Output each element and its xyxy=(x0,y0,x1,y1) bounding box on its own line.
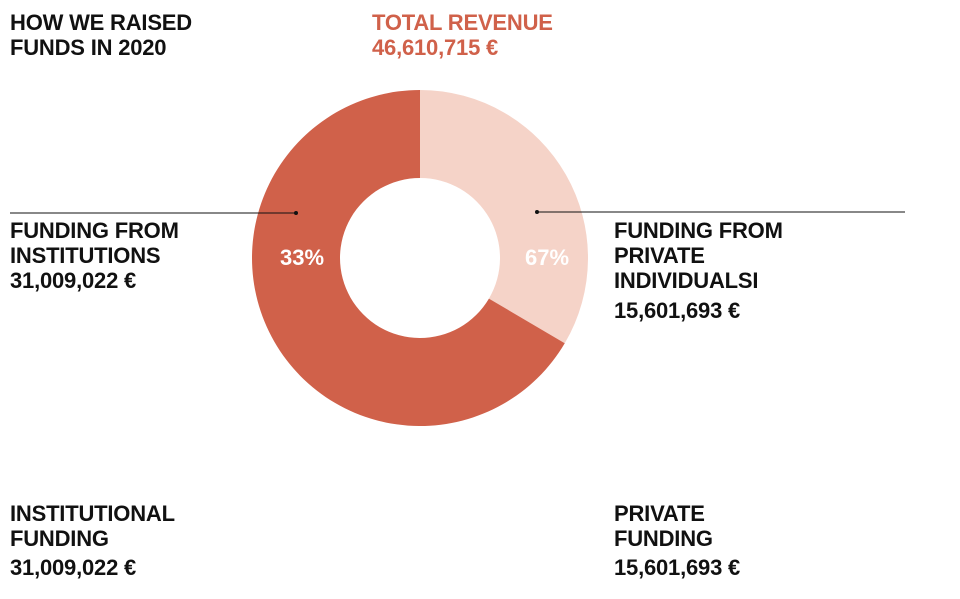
private-leader-dot xyxy=(535,210,539,214)
page-title: HOW WE RAISED FUNDS IN 2020 xyxy=(10,10,192,60)
private-callout-line-1: FUNDING FROM xyxy=(614,218,783,243)
private-callout-line-2: PRIVATE xyxy=(614,243,705,268)
private-callout: FUNDING FROM PRIVATE INDIVIDUALSI 15,601… xyxy=(614,218,783,323)
private-funding-summary: PRIVATE FUNDING 15,601,693 € xyxy=(614,501,740,580)
institutions-callout-line-2: INSTITUTIONS xyxy=(10,243,161,268)
institutional-funding-line-1: INSTITUTIONAL xyxy=(10,501,175,526)
total-revenue-label: TOTAL REVENUE xyxy=(372,10,553,35)
slice-label-private: 67% xyxy=(525,245,569,270)
private-callout-amount: 15,601,693 € xyxy=(614,298,741,323)
private-callout-line-3: INDIVIDUALSI xyxy=(614,268,759,293)
institutional-funding-amount: 31,009,022 € xyxy=(10,555,137,580)
institutions-leader-dot xyxy=(294,211,298,215)
institutions-callout-amount: 31,009,022 € xyxy=(10,268,137,293)
institutions-callout-line-1: FUNDING FROM xyxy=(10,218,179,243)
total-revenue: TOTAL REVENUE 46,610,715 € xyxy=(372,10,553,60)
total-revenue-value: 46,610,715 € xyxy=(372,35,499,60)
institutional-funding-line-2: FUNDING xyxy=(10,526,109,551)
page-title-line-1: HOW WE RAISED xyxy=(10,10,192,35)
private-funding-line-2: FUNDING xyxy=(614,526,713,551)
donut-slice-institutions xyxy=(251,90,565,426)
donut-slice-private xyxy=(420,90,588,344)
private-funding-amount: 15,601,693 € xyxy=(614,555,741,580)
page-title-line-2: FUNDS IN 2020 xyxy=(10,35,167,60)
donut-slices xyxy=(251,90,588,426)
private-funding-line-1: PRIVATE xyxy=(614,501,705,526)
slice-label-institutions: 33% xyxy=(280,245,324,270)
institutional-funding-summary: INSTITUTIONAL FUNDING 31,009,022 € xyxy=(10,501,175,580)
institutions-callout: FUNDING FROM INSTITUTIONS 31,009,022 € xyxy=(10,218,179,293)
